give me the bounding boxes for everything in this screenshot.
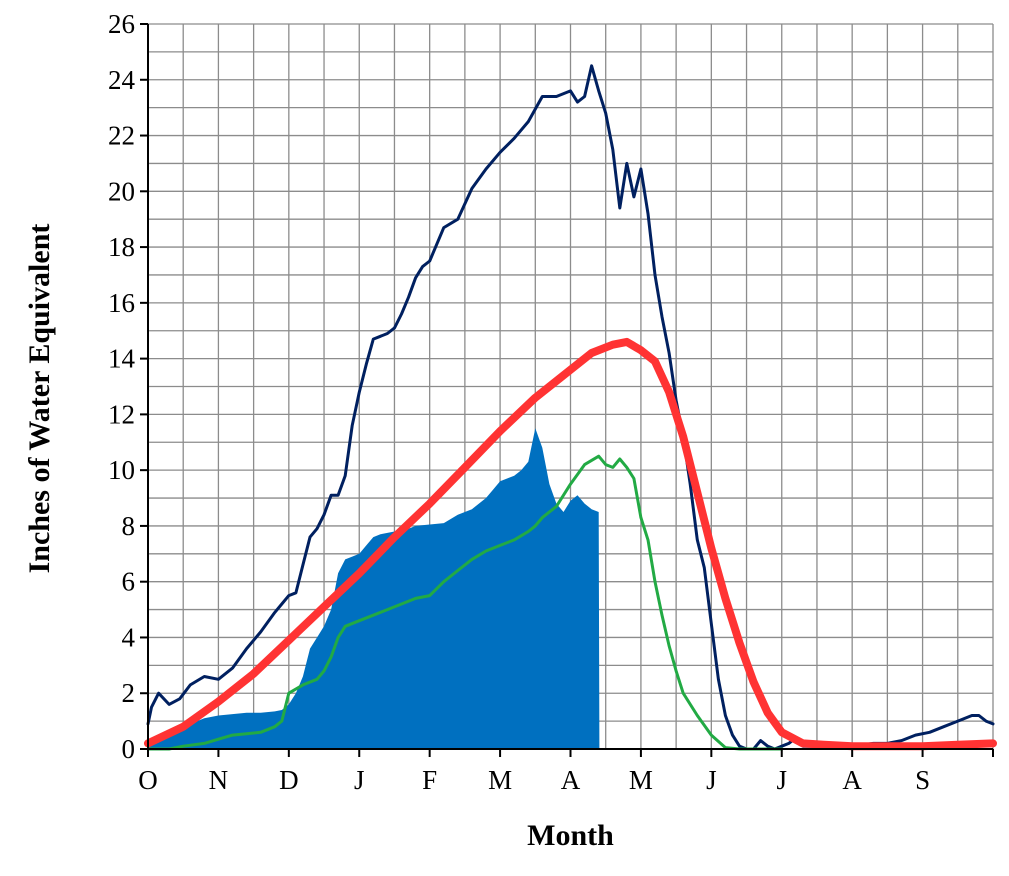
y-tick-label: 8 [122, 511, 136, 541]
x-tick-label: N [209, 765, 229, 795]
y-tick-label: 16 [108, 288, 135, 318]
y-tick-label: 2 [122, 678, 136, 708]
x-tick-label: O [138, 765, 158, 795]
chart-series-layer [144, 64, 997, 751]
x-tick-label: A [561, 765, 581, 795]
y-tick-label: 26 [108, 9, 135, 39]
y-tick-label: 14 [108, 344, 136, 374]
y-tick-label: 20 [108, 176, 135, 206]
chart-axes [140, 23, 994, 757]
series-line-3 [146, 454, 784, 751]
y-tick-label: 4 [122, 622, 136, 652]
y-tick-label: 6 [122, 567, 136, 597]
y-axis-title: Inches of Water Equivalent [23, 224, 56, 574]
y-tick-label: 22 [108, 121, 135, 151]
series-line-2 [144, 337, 997, 751]
y-tick-label: 24 [108, 65, 136, 95]
y-tick-label: 12 [108, 399, 135, 429]
y-tick-label: 18 [108, 232, 135, 262]
x-tick-label: A [842, 765, 862, 795]
chart-gridlines [147, 23, 994, 750]
x-tick-label: D [279, 765, 299, 795]
x-tick-label: F [422, 765, 437, 795]
x-tick-label: J [776, 765, 787, 795]
y-tick-label: 0 [122, 734, 136, 764]
x-tick-label: S [915, 765, 930, 795]
x-tick-label: J [354, 765, 365, 795]
y-tick-label: 10 [108, 455, 135, 485]
x-tick-label: J [706, 765, 717, 795]
x-tick-label: M [629, 765, 653, 795]
series-area-0 [148, 428, 600, 749]
x-tick-label: M [488, 765, 512, 795]
x-axis-title: Month [527, 819, 614, 852]
